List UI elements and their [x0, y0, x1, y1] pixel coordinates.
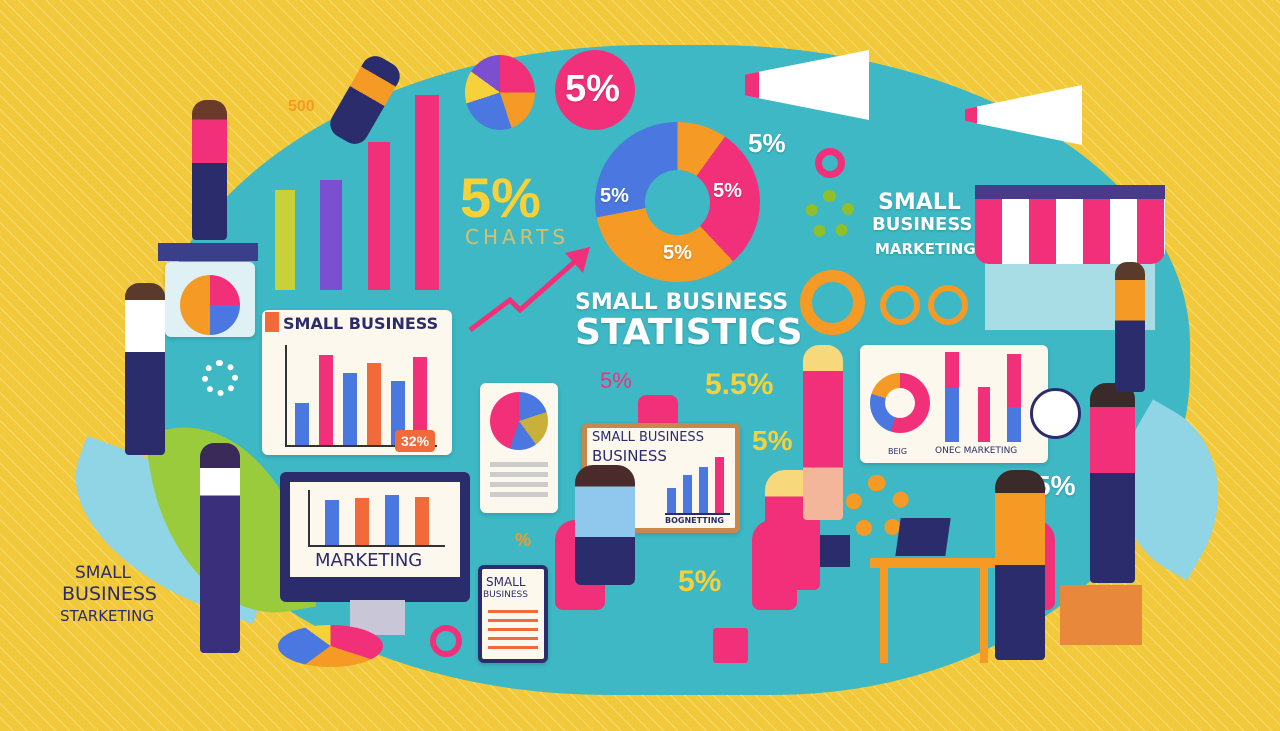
chart-bar: [415, 95, 439, 290]
chart-bar: [355, 498, 369, 545]
desk-leg: [980, 568, 988, 663]
chart-bar: [391, 381, 405, 445]
left-heading-line1: SMALL: [75, 563, 132, 583]
tablet-line2: BUSINESS: [483, 590, 528, 600]
bar-chart-mid: [285, 345, 437, 447]
monitor: [280, 472, 470, 602]
percent-label: 5.5%: [705, 368, 774, 401]
chart-bar: [320, 180, 342, 290]
person-woman-top: [192, 100, 227, 240]
chart-bar: [319, 355, 333, 445]
chart-bar: [295, 403, 309, 445]
envelope-icon: [713, 628, 748, 663]
percent-label: 5%: [752, 425, 793, 456]
laptop-icon: [895, 518, 951, 556]
magnifier-chart-icon: [1030, 388, 1081, 439]
percent-label: 5%: [748, 128, 786, 158]
person-man-right: [1090, 383, 1135, 583]
percent-label: %: [515, 530, 532, 550]
chart-card-title: SMALL BUSINESS: [283, 314, 439, 333]
person-man-seated: [575, 465, 635, 585]
percent-label: 5%: [600, 368, 632, 393]
gear-icon: [202, 360, 238, 396]
ring-icon: [800, 270, 865, 335]
chart-bar: [978, 387, 990, 442]
heading-line1: SMALL: [878, 190, 961, 215]
trend-arrow-icon: [468, 247, 590, 332]
ring-icon: [430, 625, 462, 657]
chart-bar: [325, 500, 339, 545]
easel-handle: [638, 395, 678, 425]
percent-label: 500: [288, 98, 315, 115]
chart-bar: [413, 357, 427, 445]
person-man-left: [125, 283, 165, 455]
left-heading-line2: BUSINESS: [62, 583, 157, 605]
donut-label: 5%: [663, 242, 692, 264]
tablet-line1: SMALL: [486, 575, 526, 589]
ring-icon: [880, 285, 920, 325]
chart-bar: [415, 497, 429, 545]
donut-hole: [885, 388, 915, 418]
percent-label: 5%: [565, 68, 620, 110]
easel-line2: BUSINESS: [592, 447, 667, 465]
left-heading-line3: STARKETING: [60, 607, 154, 625]
gear-icon: [805, 190, 855, 240]
report-lines: [490, 462, 548, 502]
pie-chart-bottom: [278, 625, 383, 667]
charts-caption: CHARTS: [465, 225, 570, 249]
ring-icon: [928, 285, 968, 325]
heading-line3: MARKETING: [875, 240, 976, 258]
main-title-line1: SMALL BUSINESS: [575, 290, 789, 315]
bar-chart-easel: [665, 455, 730, 515]
person-woman-shop: [1115, 262, 1145, 392]
chart-bar: [368, 142, 390, 290]
chart-bar: [683, 475, 692, 513]
desk-leg: [880, 568, 888, 663]
tablet-lines: [488, 610, 538, 650]
bar-chart-right: [945, 350, 1030, 442]
chart-bar: [275, 190, 295, 290]
callout-badge: 32%: [395, 430, 436, 452]
shop-awning: [975, 185, 1165, 264]
monitor-caption: MARKETING: [315, 550, 423, 571]
bar-chart-monitor: [308, 490, 445, 547]
crate: [1060, 585, 1142, 645]
donut-hole: [645, 170, 710, 235]
chart-bar: [945, 352, 959, 442]
chart-bar: [1007, 354, 1021, 442]
card-caption-right: ONEC MARKETING: [935, 446, 1018, 456]
card-caption-left: BEIG: [888, 447, 908, 456]
percent-circle: [555, 50, 635, 130]
donut-label: 5%: [713, 180, 742, 202]
main-title-line2: STATISTICS: [575, 312, 803, 353]
percent-label: 5%: [678, 565, 722, 598]
pie-chart: [180, 275, 240, 335]
person-man-laptop: [995, 470, 1045, 660]
chart-bar: [367, 363, 381, 445]
person-woman-tablet: [200, 443, 240, 653]
pie-chart: [490, 392, 548, 450]
easel-caption: BOGNETTING: [665, 516, 724, 525]
ring-icon: [815, 148, 845, 178]
easel-line1: SMALL BUSINESS: [592, 430, 704, 445]
chart-bar: [699, 467, 708, 513]
person-woman-standing: [803, 345, 843, 520]
chart-bar: [715, 457, 724, 513]
card-header-icon: [265, 312, 279, 332]
percent-label: 5%: [460, 166, 541, 229]
bar-chart-top: [270, 90, 450, 290]
chart-bar: [385, 495, 399, 545]
chart-bar: [667, 488, 676, 513]
pie-chart-top: [465, 55, 535, 130]
chart-bar: [343, 373, 357, 445]
billboard: [158, 243, 258, 261]
heading-line2: BUSINESS: [872, 214, 973, 235]
desk: [870, 558, 1000, 568]
donut-label: 5%: [600, 185, 629, 207]
